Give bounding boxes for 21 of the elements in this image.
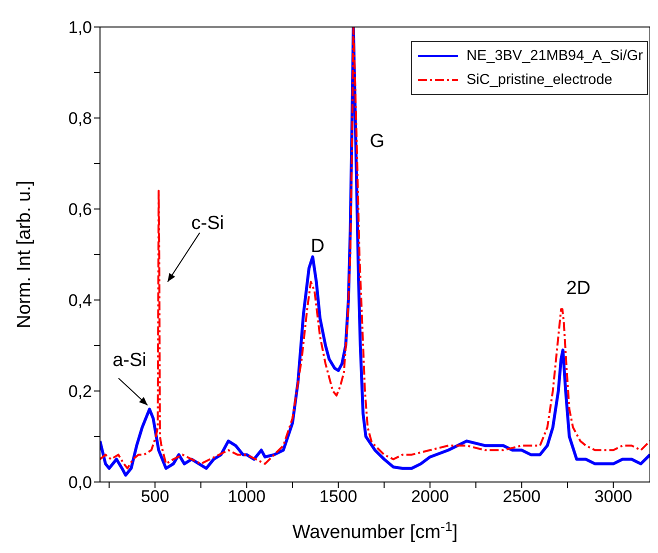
x-axis-title: Wavenumber [cm$^{-1}$] <box>292 518 458 543</box>
y-tick-label: 0,2 <box>68 382 92 402</box>
x-tick-label: 1500 <box>319 487 358 506</box>
x-tick-label: 2000 <box>411 487 449 506</box>
annotation: G <box>370 131 385 152</box>
annotation: 2D <box>566 278 591 300</box>
annotation: c-Si <box>191 212 224 234</box>
legend-label: NE_3BV_21MB94_A_Si/Gr <box>466 47 643 66</box>
x-tick-label: 1000 <box>228 487 266 506</box>
annotation: D <box>310 236 325 257</box>
x-tick-label: 3000 <box>594 487 632 506</box>
legend-label: SiC_pristine_electrode <box>466 71 612 90</box>
annotation: a-Si <box>112 350 146 372</box>
y-tick-label: 0,8 <box>68 109 92 128</box>
y-tick-label: 0,6 <box>68 200 92 220</box>
y-tick-label: 1,0 <box>68 18 92 38</box>
x-tick-label: 500 <box>140 487 170 506</box>
y-tick-label: 0,0 <box>68 473 92 492</box>
y-axis-title: Norm. Int [arb. u.] <box>14 180 35 328</box>
x-tick-label: 2500 <box>502 487 541 506</box>
y-tick-label: 0,4 <box>68 291 92 310</box>
